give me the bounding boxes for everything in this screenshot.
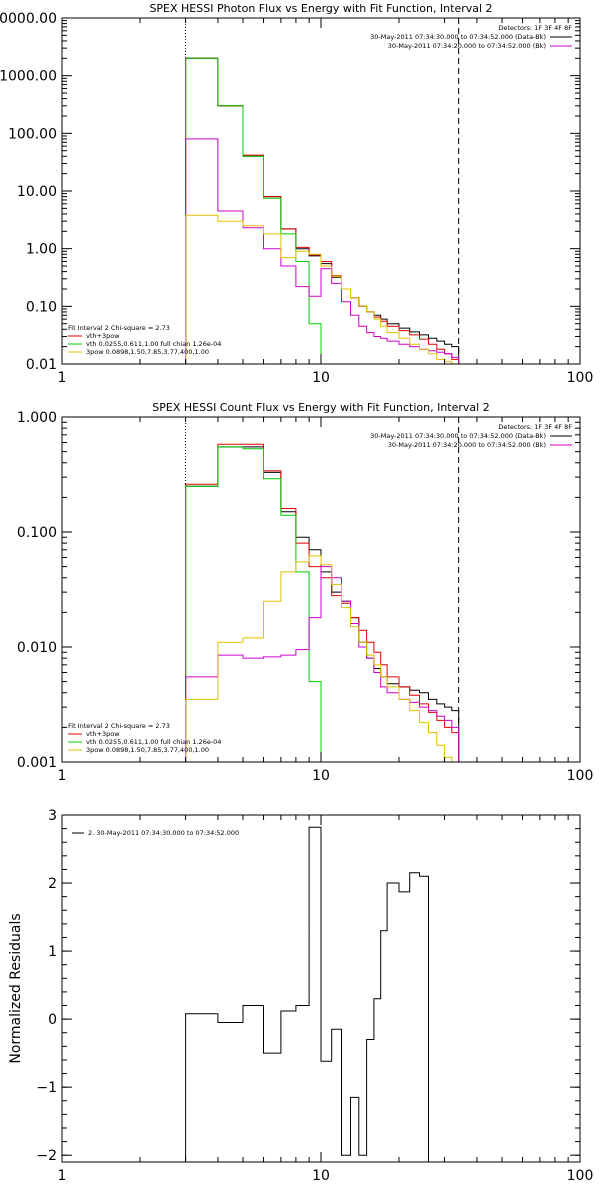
x-tick-label: 10 bbox=[312, 370, 330, 386]
legend-entry-text: 30-May-2011 07:34:30.000 to 07:34:52.000… bbox=[370, 33, 546, 41]
series-yellow-histogram bbox=[185, 214, 459, 364]
x-tick-label: 10 bbox=[312, 768, 330, 784]
series-magenta-histogram bbox=[185, 566, 460, 762]
legend-entry-text: Detectors: 1F 3F 4F 8F bbox=[498, 423, 572, 431]
plot-frame bbox=[61, 17, 581, 365]
y-tick-label: 3 bbox=[48, 808, 57, 824]
panel-photon-flux: SPEX HESSI Photon Flux vs Energy with Fi… bbox=[0, 2, 593, 386]
legend-entry-text: vth+3pow bbox=[86, 332, 120, 340]
x-tick-label: 100 bbox=[567, 1168, 594, 1184]
y-tick-label: 10000.00 bbox=[0, 11, 57, 27]
y-tick-label: 0.001 bbox=[17, 755, 57, 771]
legend-entry-text: vth 0.0255,0.611,1.00 full chian 1.26e-0… bbox=[86, 738, 221, 746]
x-tick-label: 1 bbox=[58, 1168, 67, 1184]
legend-entry-text: Fit Interval 2 Chi-square = 2.73 bbox=[68, 722, 170, 730]
x-tick-label: 1 bbox=[58, 370, 67, 386]
y-tick-label: 1000.00 bbox=[0, 69, 57, 85]
y-tick-label: −1 bbox=[36, 1080, 57, 1096]
panel-count-flux: SPEX HESSI Count Flux vs Energy with Fit… bbox=[17, 401, 594, 784]
x-tick-label: 100 bbox=[567, 768, 594, 784]
y-tick-label: 10.00 bbox=[17, 184, 57, 200]
legend-bottom-left: Fit Interval 2 Chi-square = 2.73vth+3pow… bbox=[68, 722, 221, 754]
y-tick-label: 0.010 bbox=[17, 640, 57, 656]
y-axis-label: Normalized Residuals bbox=[8, 913, 24, 1063]
series-yellow-histogram bbox=[185, 555, 460, 762]
x-tick-label: 10 bbox=[312, 1168, 330, 1184]
series-group bbox=[185, 443, 460, 762]
legend-entry-text: Fit Interval 2 Chi-square = 2.73 bbox=[68, 324, 170, 332]
x-tick-label: 100 bbox=[567, 370, 594, 386]
series-green-histogram bbox=[185, 446, 460, 762]
legend-top-left: 2. 30-May-2011 07:34:30.000 to 07:34:52.… bbox=[72, 829, 239, 837]
series-group bbox=[185, 826, 429, 1162]
legend-entry-text: vth 0.0255,0.611,1.00 full chian 1.26e-0… bbox=[86, 340, 221, 348]
y-tick-label: 0 bbox=[48, 1012, 57, 1028]
panel-residuals: 1 10 100 −2 −1 0 1 2 3 Normalized Residuals 2. 30-… bbox=[8, 808, 593, 1184]
y-tick-label: 1.00 bbox=[26, 242, 57, 258]
y-tick-label: 2 bbox=[48, 876, 57, 892]
legend-entry-text: 30-May-2011 07:34:20.000 to 07:34:52.000… bbox=[388, 42, 546, 50]
series-black-histogram bbox=[185, 826, 429, 1162]
legend-entry-text: 2. 30-May-2011 07:34:30.000 to 07:34:52.… bbox=[88, 829, 239, 837]
series-magenta-histogram bbox=[185, 138, 460, 364]
legend-entry-text: vth+3pow bbox=[86, 730, 120, 738]
legend-bottom-left: Fit Interval 2 Chi-square = 2.73vth+3pow… bbox=[68, 324, 221, 356]
y-tick-label: 0.01 bbox=[26, 357, 57, 373]
series-group bbox=[185, 57, 460, 364]
legend-entry-text: 3pow 0.0898,1.50,7.85,3.77,400,1.00 bbox=[86, 746, 209, 754]
legend-entry-text: 30-May-2011 07:34:20.000 to 07:34:52.000… bbox=[388, 441, 546, 449]
legend-entry-text: 3pow 0.0898,1.50,7.85,3.77,400,1.00 bbox=[86, 348, 209, 356]
y-tick-label: 0.100 bbox=[17, 525, 57, 541]
legend-entry-text: 30-May-2011 07:34:30.000 to 07:34:52.000… bbox=[370, 432, 546, 440]
x-tick-label: 1 bbox=[58, 768, 67, 784]
y-tick-label: 1.000 bbox=[17, 410, 57, 426]
y-tick-label: 100.00 bbox=[8, 126, 57, 142]
series-red-histogram bbox=[185, 443, 460, 762]
chart-title: SPEX HESSI Count Flux vs Energy with Fit… bbox=[152, 401, 489, 414]
series-black-histogram bbox=[185, 446, 460, 762]
y-tick-label: 1 bbox=[48, 944, 57, 960]
chart-title: SPEX HESSI Photon Flux vs Energy with Fi… bbox=[149, 2, 492, 15]
series-green-histogram bbox=[185, 57, 460, 364]
legend-entry-text: Detectors: 1F 3F 4F 8F bbox=[498, 24, 572, 32]
y-tick-label: −2 bbox=[36, 1148, 57, 1164]
y-tick-label: 0.10 bbox=[26, 299, 57, 315]
